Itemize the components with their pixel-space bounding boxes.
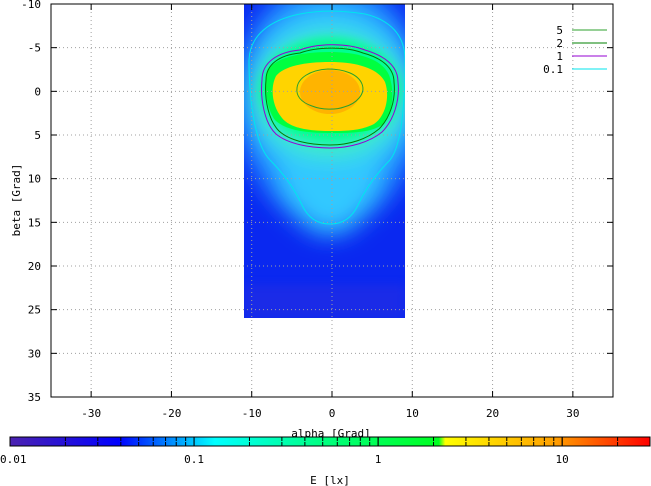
y-tick-label: 30 [28,347,41,360]
x-axis-ticks: -30 -20 -10 0 10 20 30 [81,4,579,420]
contour-lines [248,10,405,225]
legend-label: 1 [556,50,563,63]
x-tick-label: 30 [566,407,579,420]
colorbar-tick-label: 10 [556,453,569,466]
y-tick-label: 25 [28,304,41,317]
colorbar-tick-label: 0.01 [0,453,27,466]
legend-label: 2 [556,37,563,50]
y-tick-label: 35 [28,391,41,404]
y-tick-label: 20 [28,260,41,273]
x-tick-label: -10 [242,407,262,420]
legend-label: 5 [556,24,563,37]
contour-0.1 [248,10,405,225]
colorbar: 0.01 0.1 1 10 E [lx] [0,436,651,486]
y-tick-label: -5 [28,42,41,55]
x-tick-label: 10 [406,407,419,420]
contour-1 [261,44,399,149]
y-axis-label: beta [Grad] [10,164,23,237]
colorbar-ticks: 0.01 0.1 1 10 [0,437,651,466]
colorbar-tick-label: 0.1 [184,453,204,466]
x-tick-label: 20 [486,407,499,420]
y-tick-label: 10 [28,173,41,186]
colorbar-tick-label: 1 [375,453,382,466]
y-tick-label: 15 [28,216,41,229]
x-tick-label: -20 [161,407,181,420]
y-tick-label: -10 [21,0,41,11]
x-tick-label: 0 [329,407,336,420]
legend-label: 0.1 [543,63,563,76]
y-tick-label: 0 [34,85,41,98]
colorbar-label: E [lx] [310,474,350,486]
y-tick-label: 5 [34,129,41,142]
x-tick-label: -30 [81,407,101,420]
contour-5 [296,68,364,110]
colorbar-gradient [10,437,650,446]
colorbar-frame [9,436,651,447]
contour-2 [265,47,395,146]
